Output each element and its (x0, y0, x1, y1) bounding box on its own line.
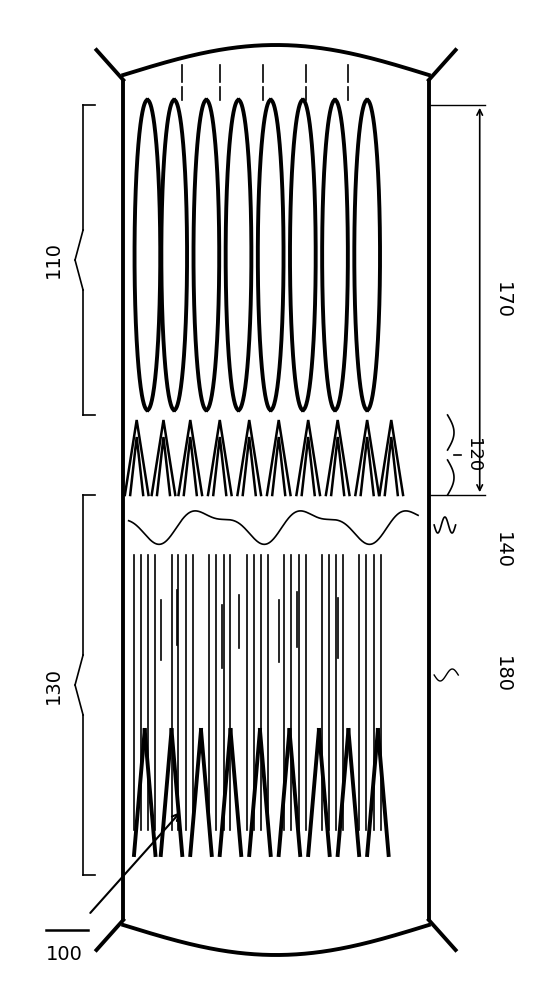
Text: 140: 140 (493, 532, 512, 568)
Text: 110: 110 (44, 241, 63, 278)
Text: 180: 180 (493, 656, 512, 694)
Text: 130: 130 (44, 666, 63, 704)
Text: 100: 100 (46, 945, 83, 964)
Text: 170: 170 (493, 282, 512, 318)
Text: 120: 120 (464, 438, 482, 472)
